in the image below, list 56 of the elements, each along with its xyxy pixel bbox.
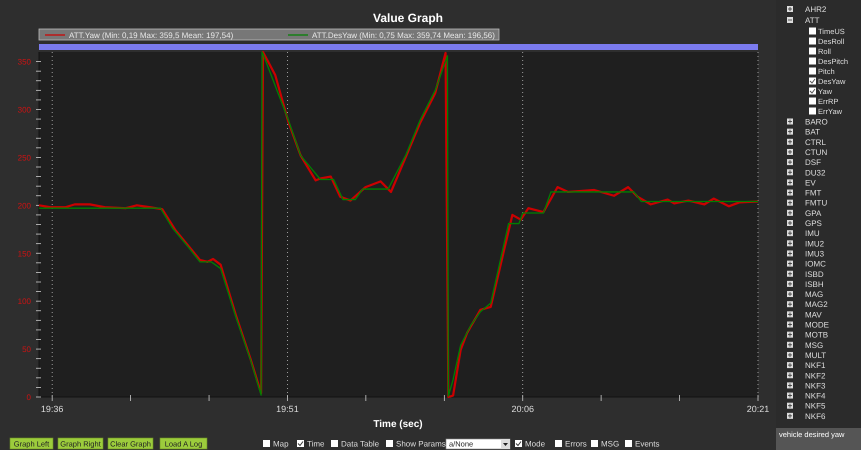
text: CTUN: [805, 148, 828, 157]
text: ATT: [805, 16, 820, 25]
text: MULT: [805, 350, 826, 360]
text: MOTB: [805, 330, 828, 340]
y-tick-label: 350: [18, 58, 32, 67]
y-tick-label: 200: [18, 201, 32, 210]
text: Data Table: [341, 440, 380, 448]
text: GPS: [805, 219, 822, 228]
x-tick-label: 19:51: [276, 404, 299, 414]
text: AHR2: [805, 5, 827, 14]
text: Map: [273, 440, 290, 448]
text: ISBD: [805, 270, 824, 279]
text: IMU2: [805, 239, 825, 248]
y-tick-label: 250: [18, 153, 32, 162]
text: Time: [307, 440, 326, 448]
text: Mode: [525, 440, 546, 448]
text: FMT: [805, 188, 822, 198]
text: MAG2: [805, 300, 828, 310]
y-tick-label: 300: [18, 106, 32, 114]
y-tick-label: 50: [22, 345, 32, 354]
text: NKF3: [805, 381, 826, 390]
x-axis-title: Time (sec): [373, 419, 423, 430]
x-tick-label: 19:36: [40, 404, 64, 414]
text: NKF6: [805, 412, 826, 421]
text: Show Params: [396, 440, 446, 448]
x-tick-label: 20:06: [511, 404, 534, 414]
text: NKF5: [805, 402, 826, 411]
text: MSG: [601, 440, 620, 448]
y-tick-label: 0: [26, 393, 32, 402]
chart-title: Value Graph: [372, 11, 444, 25]
x-tick-label: 20:21: [746, 404, 770, 414]
text: MODE: [805, 320, 829, 330]
legend-label: ATT.DesYaw (Min: 0,75 Max: 359,74 Mean: 196,56): [312, 31, 496, 40]
text: FMTU: [805, 198, 828, 208]
text: IMU3: [805, 249, 825, 258]
text: DU32: [805, 168, 826, 178]
text: IOMC: [805, 260, 826, 269]
text: GPA: [805, 208, 822, 218]
text: IMU: [805, 229, 820, 238]
text: BARO: [805, 118, 828, 126]
text: MSG: [805, 340, 824, 350]
text: DSF: [805, 158, 822, 168]
text: NKF1: [805, 361, 826, 370]
text: NKF2: [805, 371, 826, 380]
text: BAT: [805, 128, 820, 137]
text: Events: [635, 440, 660, 448]
text: EV: [805, 178, 816, 188]
y-tick-label: 150: [18, 249, 32, 258]
text: NKF4: [805, 392, 826, 401]
text: MAV: [805, 310, 822, 320]
text: MAG: [805, 290, 824, 300]
y-tick-label: 100: [18, 297, 32, 306]
text: CTRL: [805, 138, 826, 147]
text: ISBH: [805, 280, 824, 289]
text: Errors: [565, 440, 587, 448]
legend-label: ATT.Yaw (Min: 0,19 Max: 359,5 Mean: 197,54): [69, 31, 234, 40]
